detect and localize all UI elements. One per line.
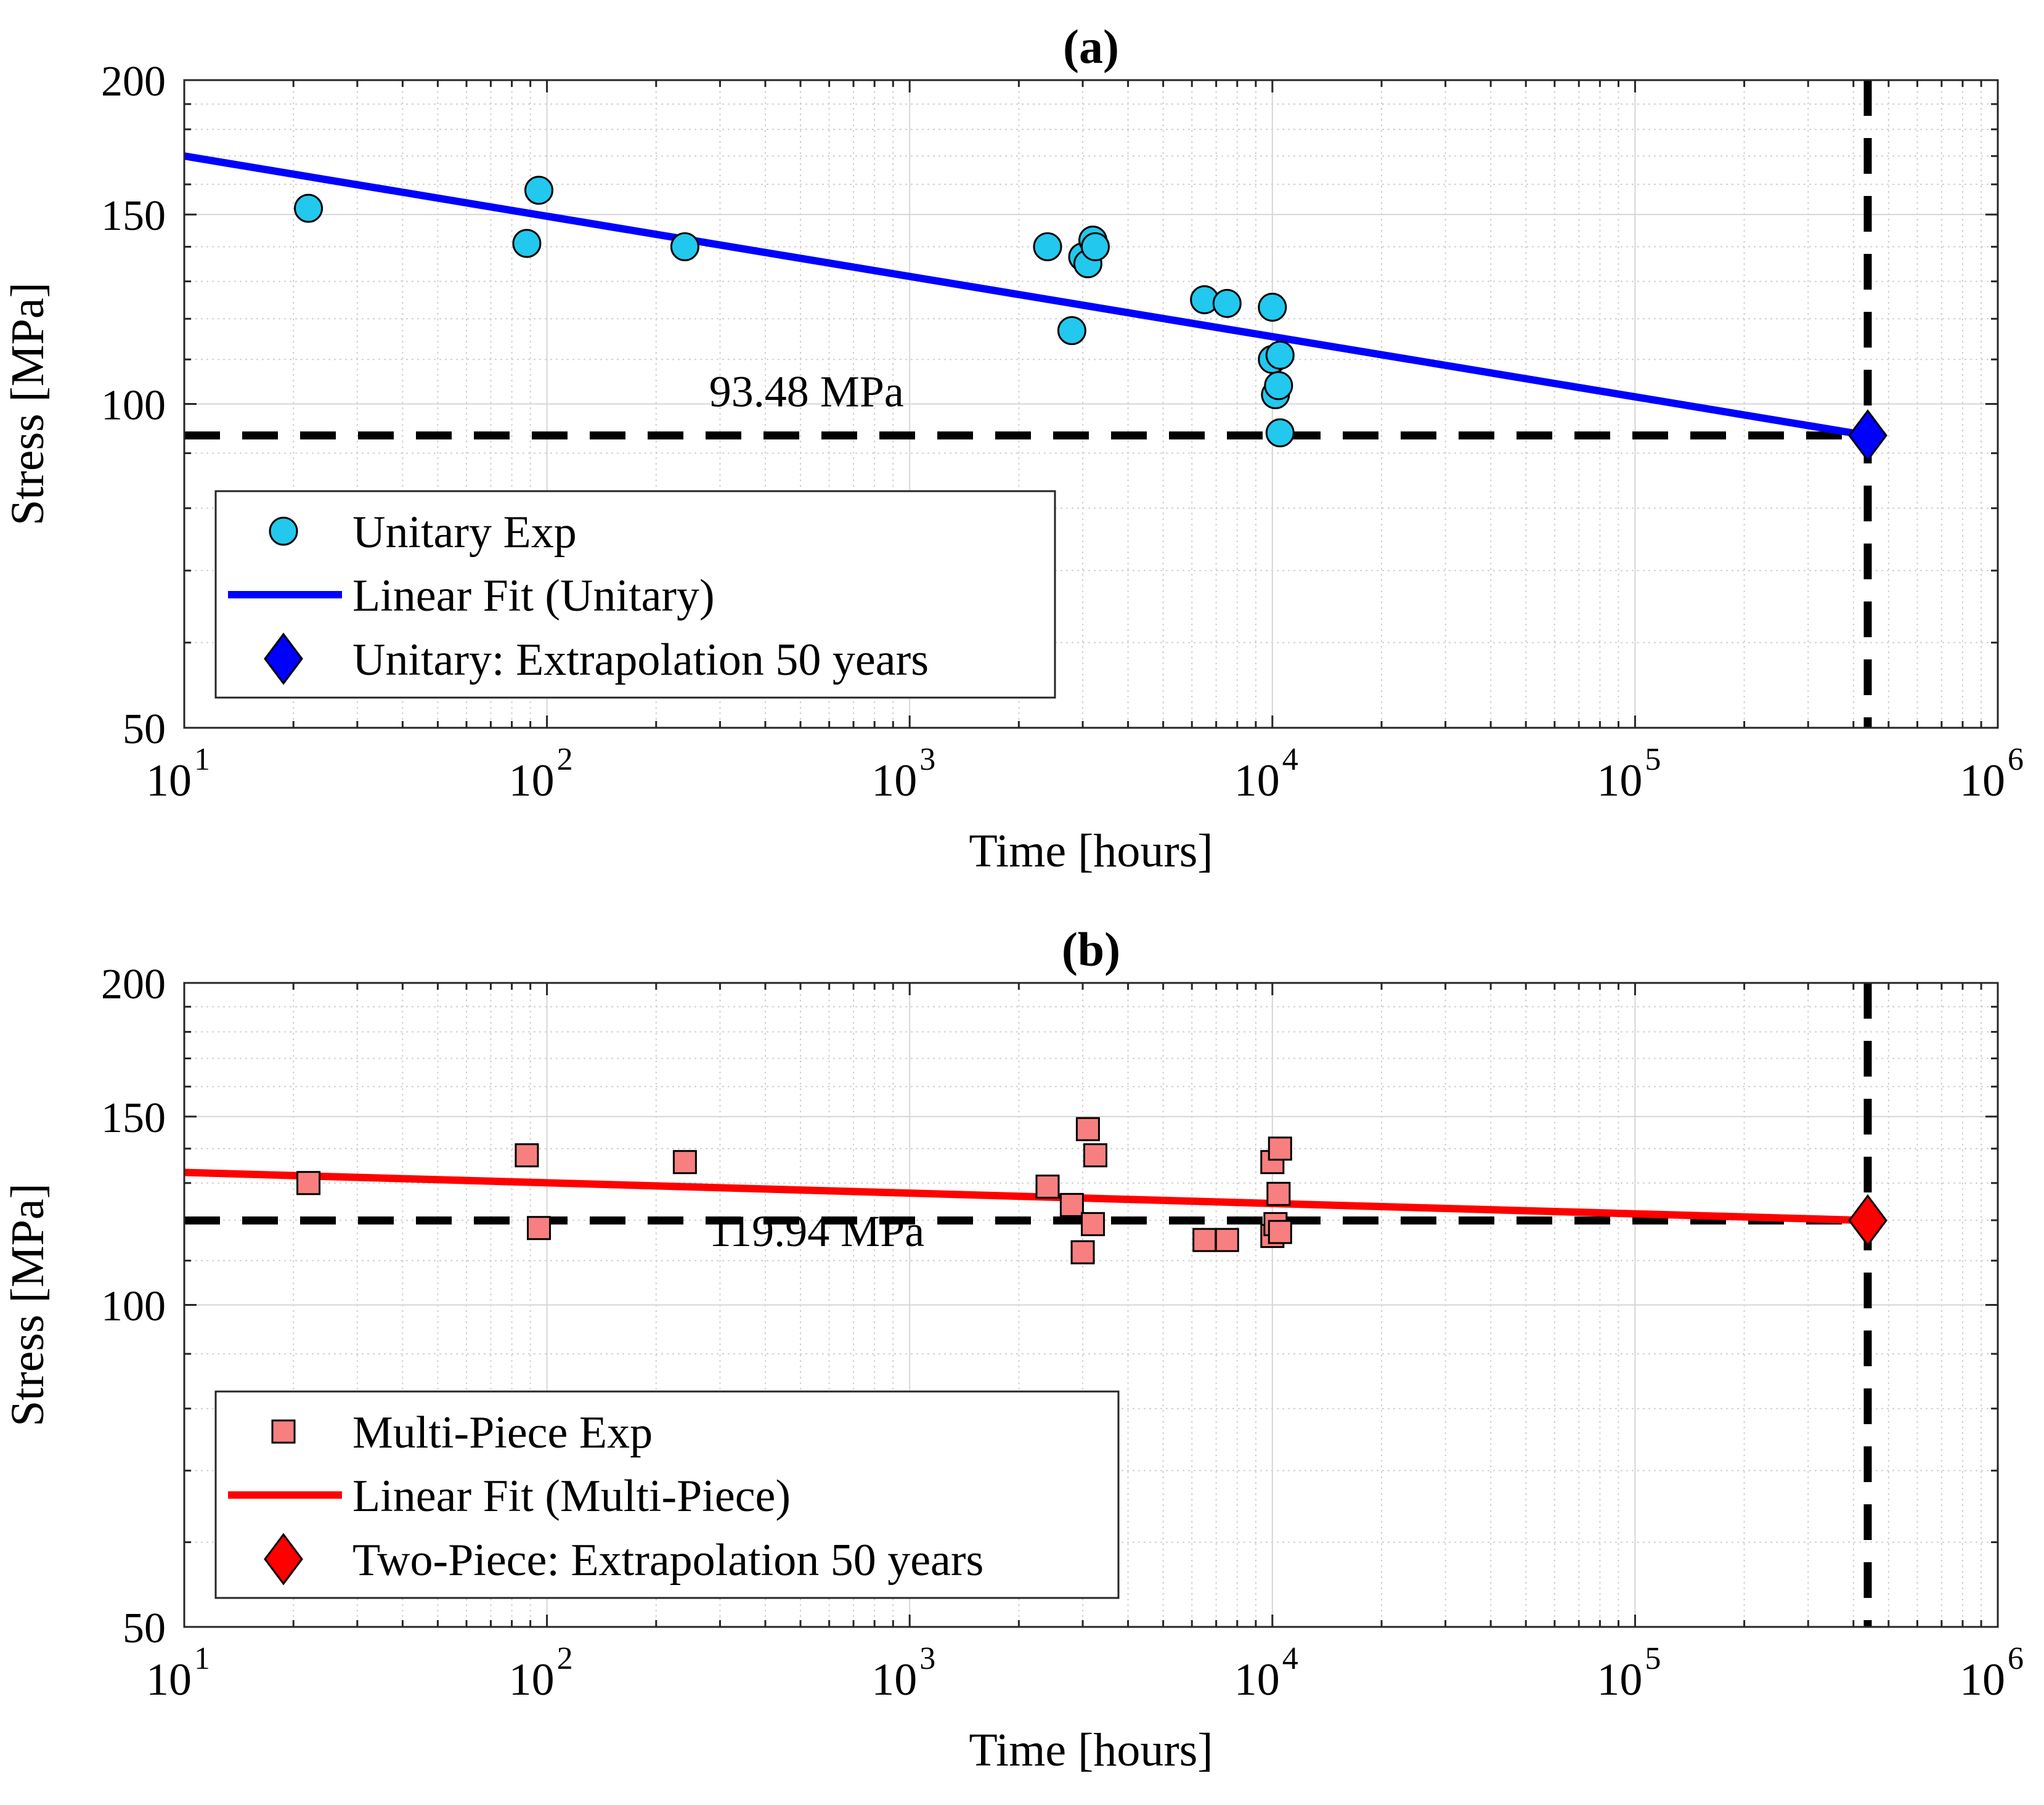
y-tick-label: 200: [101, 961, 166, 1008]
legend-label-fit: Linear Fit (Unitary): [352, 571, 715, 621]
legend-label-fit: Linear Fit (Multi-Piece): [352, 1471, 791, 1522]
scatter-point: [524, 176, 553, 205]
x-axis-label: Time [hours]: [969, 1724, 1213, 1776]
legend: Multi-Piece Exp Linear Fit (Multi-Piece) T…: [214, 1390, 1120, 1599]
scatter-point: [1033, 232, 1062, 261]
x-tick-label: 10: [509, 756, 555, 806]
x-tick-label: 10: [1960, 1655, 2005, 1705]
x-tick-label-exponent: 2: [557, 1641, 573, 1676]
legend-label-extrapolation: Two-Piece: Extrapolation 50 years: [352, 1535, 983, 1586]
x-tick-label-exponent: 4: [1282, 1641, 1298, 1676]
scatter-point: [1264, 371, 1293, 401]
x-tick-label-exponent: 1: [194, 1641, 210, 1676]
x-axis-label: Time [hours]: [969, 825, 1213, 877]
scatter-point: [1268, 1136, 1292, 1161]
scatter-point: [1265, 418, 1295, 447]
scatter-point: [512, 229, 542, 258]
legend-label-extrapolation: Unitary: Extrapolation 50 years: [352, 635, 929, 685]
scatter-point: [1215, 1228, 1239, 1252]
legend-label-scatter: Multi-Piece Exp: [352, 1408, 653, 1458]
scatter-point: [296, 1171, 321, 1196]
scatter-point: [1268, 1220, 1292, 1244]
data-layer: [184, 983, 1872, 1627]
legend-box: [214, 490, 1056, 699]
chart-title: (a): [1063, 20, 1119, 73]
x-tick-label-exponent: 5: [1645, 1641, 1661, 1676]
x-tick-label-exponent: 3: [919, 1641, 935, 1676]
scatter-point: [1212, 288, 1242, 318]
x-tick-label-exponent: 6: [2008, 742, 2024, 777]
x-tick-label: 10: [509, 1655, 555, 1705]
x-tick-label: 10: [1234, 1655, 1280, 1705]
x-tick-label-exponent: 6: [2008, 1641, 2024, 1676]
x-tick-label: 10: [1960, 756, 2005, 806]
x-tick-label-exponent: 2: [557, 742, 573, 777]
legend-marker-extrapolation: [264, 632, 303, 685]
y-tick-label: 150: [101, 1094, 166, 1142]
y-tick-label: 50: [123, 706, 166, 753]
x-tick-label: 10: [871, 756, 917, 806]
chart-title: (b): [1062, 923, 1120, 976]
x-tick-label-exponent: 4: [1282, 742, 1298, 777]
scatter-point: [515, 1143, 539, 1168]
legend-box: [214, 1390, 1120, 1599]
extrapolation-point: [1848, 1194, 1887, 1247]
scatter-point: [294, 194, 324, 223]
scatter-point: [1035, 1175, 1060, 1199]
scatter-point: [1059, 1192, 1084, 1217]
x-tick-label-exponent: 3: [919, 742, 935, 777]
x-tick-label: 10: [146, 756, 192, 806]
linear-fit-line: [184, 1168, 1868, 1224]
axes-frame: [183, 982, 1999, 1628]
value-annotation: 119.94 MPa: [709, 1207, 924, 1256]
x-tick-label-exponent: 1: [194, 742, 210, 777]
linear-fit-line: [184, 152, 1868, 439]
x-tick-label: 10: [1234, 756, 1280, 806]
scatter-point: [1057, 316, 1086, 345]
data-layer: [184, 80, 1872, 728]
legend-marker-scatter: [271, 1419, 296, 1444]
scatter-point: [526, 1216, 551, 1241]
extrapolation-point: [1848, 409, 1887, 462]
y-axis-label: Stress [MPa]: [2, 1183, 54, 1427]
scatter-point: [1075, 1117, 1100, 1141]
scatter-point: [1192, 1228, 1217, 1252]
y-tick-label: 100: [101, 382, 166, 430]
legend-label-scatter: Unitary Exp: [352, 507, 577, 558]
value-annotation: 93.48 MPa: [709, 367, 904, 416]
scatter-point: [1070, 1240, 1095, 1265]
y-tick-label: 100: [101, 1283, 166, 1330]
legend-marker-extrapolation: [264, 1533, 303, 1586]
legend: Unitary Exp Linear Fit (Unitary) Unitary: …: [214, 490, 1056, 699]
scatter-point: [1081, 1212, 1105, 1236]
x-tick-label: 10: [1597, 756, 1642, 806]
y-axis-label: Stress [MPa]: [2, 282, 54, 526]
scatter-point: [1266, 1181, 1291, 1206]
scatter-point: [1083, 1143, 1107, 1168]
scatter-point: [1265, 340, 1295, 370]
legend-marker-scatter: [269, 516, 298, 546]
x-tick-label-exponent: 5: [1645, 742, 1661, 777]
scatter-point: [1080, 232, 1110, 261]
scatter-point: [672, 1150, 697, 1175]
x-tick-label: 10: [146, 1655, 192, 1705]
axes-frame: [183, 79, 1999, 729]
y-tick-label: 200: [101, 58, 166, 105]
scatter-point: [1258, 293, 1287, 322]
y-tick-label: 150: [101, 192, 166, 240]
y-tick-label: 50: [123, 1605, 166, 1652]
scatter-point: [670, 232, 699, 261]
x-tick-label: 10: [1597, 1655, 1642, 1705]
x-tick-label: 10: [871, 1655, 917, 1705]
